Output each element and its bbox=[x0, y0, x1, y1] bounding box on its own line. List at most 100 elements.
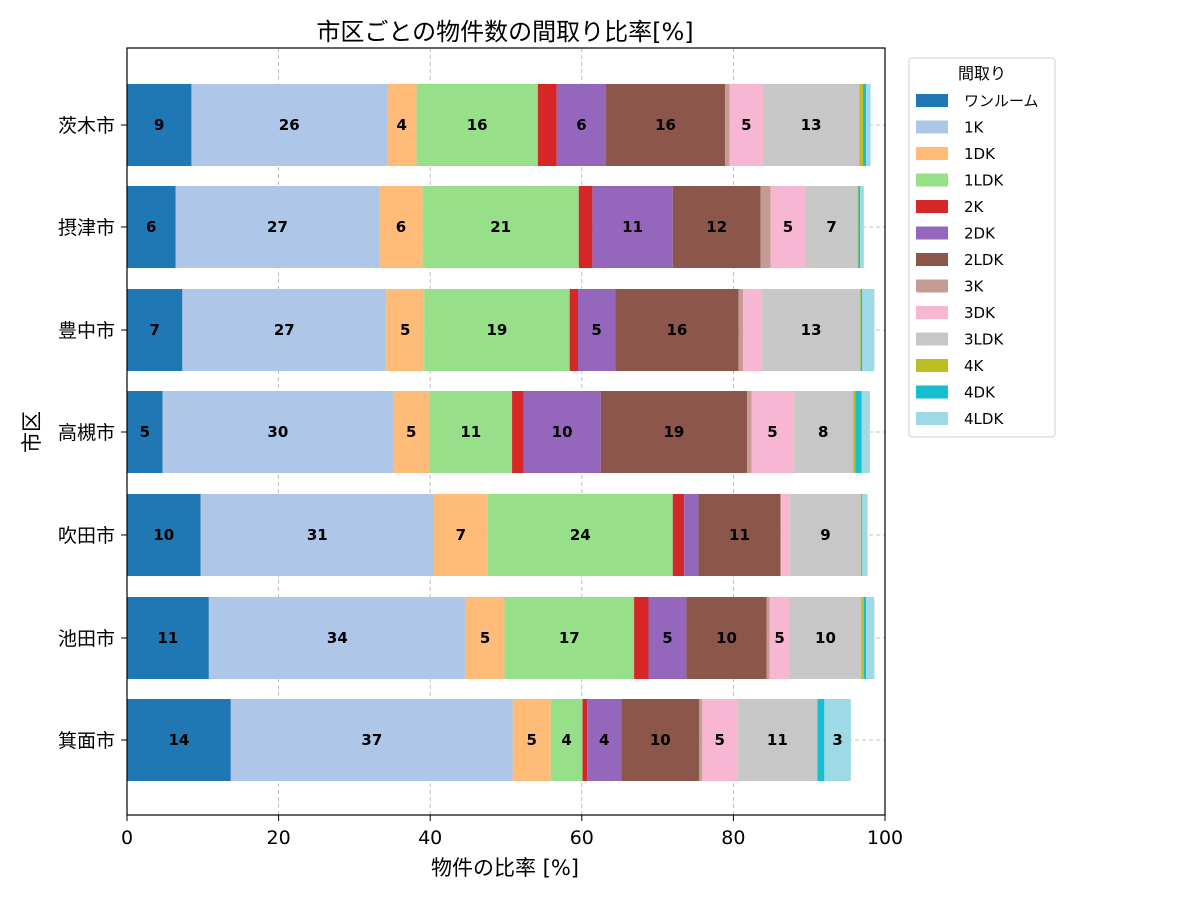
bar-segment bbox=[855, 391, 862, 473]
bar-segment bbox=[760, 186, 771, 268]
y-tick-label: 吹田市 bbox=[58, 525, 115, 547]
legend-swatch bbox=[916, 385, 948, 399]
bar-segment bbox=[191, 84, 387, 166]
chart-title: 市区ごとの物件数の間取り比率[%] bbox=[316, 18, 693, 46]
segment-label: 27 bbox=[267, 218, 288, 236]
segment-label: 19 bbox=[486, 321, 507, 339]
bar-segment bbox=[127, 186, 176, 268]
bar-segment bbox=[861, 597, 864, 679]
legend-swatch bbox=[916, 226, 948, 240]
legend-swatch bbox=[916, 200, 948, 213]
bar-segment bbox=[725, 84, 730, 166]
bar-segment bbox=[672, 494, 685, 576]
segment-label: 5 bbox=[400, 321, 410, 339]
bar-segment bbox=[859, 289, 861, 371]
x-tick-label: 0 bbox=[121, 827, 133, 849]
segment-label: 7 bbox=[456, 526, 466, 544]
bar-segment bbox=[512, 699, 551, 781]
bar-segment bbox=[762, 84, 860, 166]
segment-label: 12 bbox=[706, 218, 727, 236]
legend-label: 3LDK bbox=[964, 331, 1004, 349]
bar-segment bbox=[769, 597, 790, 679]
segment-label: 5 bbox=[774, 629, 784, 647]
legend-swatch bbox=[916, 94, 948, 107]
bar-segment bbox=[465, 597, 505, 679]
bar-segment bbox=[860, 289, 863, 371]
legend-label: 1K bbox=[964, 119, 985, 137]
bar-segment bbox=[857, 186, 859, 268]
bar-segment bbox=[699, 699, 703, 781]
segment-label: 17 bbox=[559, 629, 580, 647]
bar-segment bbox=[512, 391, 524, 473]
bar-segment bbox=[860, 494, 862, 576]
bar-segment bbox=[780, 494, 782, 576]
segment-label: 27 bbox=[274, 321, 295, 339]
bar-segment bbox=[393, 391, 430, 473]
bar-segment bbox=[648, 597, 687, 679]
legend-label: 4DK bbox=[964, 384, 996, 402]
y-tick-label: 豊中市 bbox=[58, 320, 115, 342]
bar-segment bbox=[698, 494, 781, 576]
bar-segment bbox=[582, 699, 588, 781]
bar-segment bbox=[858, 186, 860, 268]
bar-segment bbox=[550, 699, 583, 781]
segment-label: 4 bbox=[397, 116, 407, 134]
segment-label: 3 bbox=[832, 731, 842, 749]
legend-label: 2K bbox=[964, 198, 985, 216]
legend-swatch bbox=[916, 147, 948, 160]
bar-segment bbox=[433, 494, 488, 576]
bar-segment bbox=[162, 391, 394, 473]
segment-label: 31 bbox=[307, 526, 328, 544]
bar-segment bbox=[556, 84, 607, 166]
y-tick-label: 茨木市 bbox=[58, 115, 115, 137]
bar-segment bbox=[587, 699, 622, 781]
segment-label: 11 bbox=[729, 526, 750, 544]
segment-label: 6 bbox=[396, 218, 406, 236]
segment-label: 10 bbox=[552, 423, 573, 441]
bar-segment bbox=[422, 186, 579, 268]
legend-label: 2LDK bbox=[964, 251, 1004, 269]
bar-segment bbox=[747, 391, 752, 473]
segment-label: 7 bbox=[826, 218, 836, 236]
segment-label: 34 bbox=[327, 629, 348, 647]
bar-segment bbox=[789, 597, 862, 679]
y-tick-label: 高槻市 bbox=[58, 422, 115, 444]
bar-segment bbox=[200, 494, 434, 576]
y-tick-label: 摂津市 bbox=[58, 217, 115, 239]
x-tick-label: 100 bbox=[867, 827, 903, 849]
segment-label: 5 bbox=[662, 629, 672, 647]
bar-segment bbox=[600, 391, 748, 473]
bar-segment bbox=[737, 699, 818, 781]
bar-segment bbox=[615, 289, 739, 371]
bar-segment bbox=[127, 597, 209, 679]
segment-label: 9 bbox=[820, 526, 830, 544]
bar-segment bbox=[781, 494, 791, 576]
bar-segment bbox=[793, 391, 854, 473]
segment-label: 16 bbox=[655, 116, 676, 134]
legend-box bbox=[908, 57, 1056, 438]
bar-segment bbox=[429, 391, 513, 473]
bar-segment bbox=[504, 597, 635, 679]
segment-label: 5 bbox=[527, 731, 537, 749]
legend-title: 間取り bbox=[958, 64, 1006, 83]
x-tick-label: 60 bbox=[570, 827, 594, 849]
bar-segment bbox=[208, 597, 466, 679]
bar-segment bbox=[790, 494, 861, 576]
legend-swatch bbox=[916, 332, 948, 346]
bar-segment bbox=[859, 84, 864, 166]
legend-swatch bbox=[916, 279, 948, 293]
bar-segment bbox=[634, 597, 649, 679]
bar-segment bbox=[416, 84, 538, 166]
bar-segment bbox=[175, 186, 380, 268]
bar-segment bbox=[824, 699, 851, 781]
segment-label: 37 bbox=[361, 731, 382, 749]
segment-label: 19 bbox=[663, 423, 684, 441]
bar-segment bbox=[386, 289, 425, 371]
segment-label: 30 bbox=[267, 423, 288, 441]
segment-label: 6 bbox=[576, 116, 586, 134]
legend-label: 4K bbox=[964, 357, 985, 375]
bar-segment bbox=[805, 186, 858, 268]
legend-label: 4LDK bbox=[964, 410, 1004, 428]
bar-segment bbox=[578, 186, 593, 268]
bar-segment bbox=[743, 289, 763, 371]
